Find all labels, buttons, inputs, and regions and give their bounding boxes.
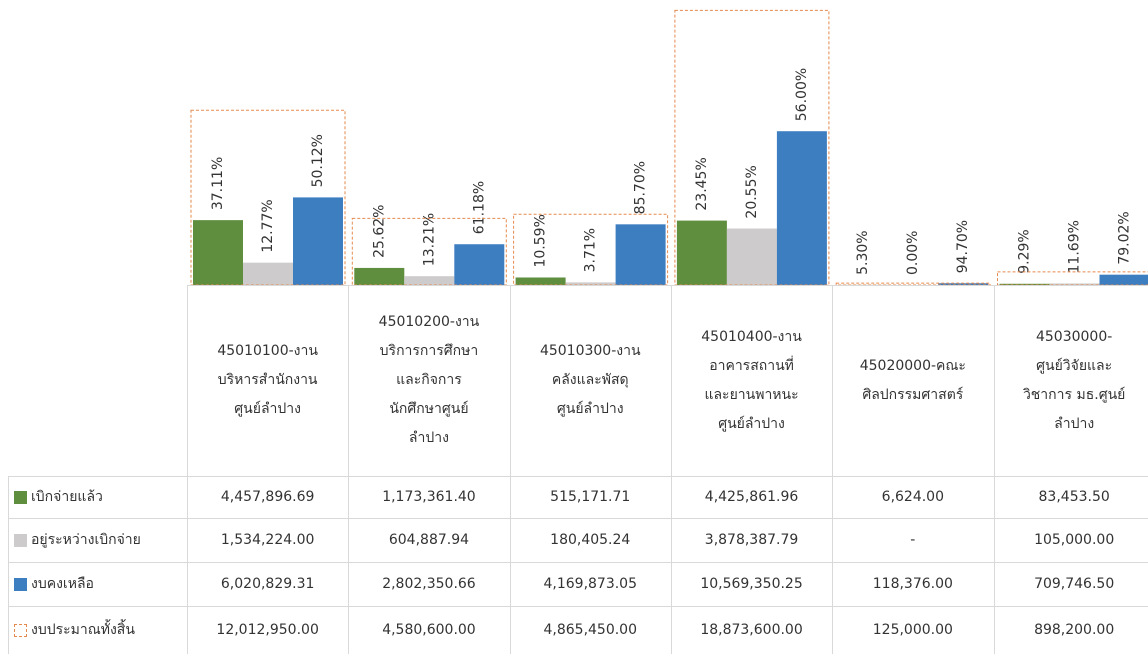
table-value: 604,887.94 [388, 531, 470, 548]
bar [676, 220, 727, 285]
table-value: 4,865,450.00 [543, 621, 637, 638]
legend-label: งบคงเหลือ [31, 575, 94, 592]
percent-label: 25.62% [371, 205, 387, 258]
percent-label: 3.71% [583, 228, 599, 272]
bar [404, 276, 455, 285]
legend-label: งบประมาณทั้งสิ้น [31, 621, 135, 638]
percent-label: 50.12% [310, 134, 326, 187]
legend-label: เบิกจ่ายแล้ว [31, 488, 103, 505]
percent-label: 0.00% [905, 231, 921, 275]
percent-label: 10.59% [533, 214, 549, 267]
total-box [674, 9, 830, 286]
legend-swatch [14, 623, 27, 637]
table-value: 4,169,873.05 [543, 575, 637, 592]
bar [999, 283, 1050, 285]
table-rule [348, 285, 350, 654]
table-rule [670, 285, 672, 654]
total-box [351, 217, 507, 286]
percent-label: 11.69% [1067, 220, 1083, 273]
bar [938, 283, 989, 285]
bar [726, 228, 777, 285]
bar [1099, 274, 1148, 285]
bar [243, 262, 293, 285]
percent-label: 79.02% [1117, 211, 1133, 264]
percent-label: 85.70% [633, 161, 649, 214]
table-rule [993, 285, 995, 654]
legend-entry: งบประมาณทั้งสิ้น [8, 606, 187, 654]
legend-entry: อยู่ระหว่างเบิกจ่าย [8, 518, 187, 562]
category-label: 45010100-งาน บริหารสำนักงาน ศูนย์ลำปาง [217, 343, 318, 417]
percent-label: 5.30% [855, 230, 871, 274]
percent-label: 13.21% [421, 213, 437, 266]
table-value: 118,376.00 [872, 575, 953, 592]
table-value: 18,873,600.00 [700, 621, 803, 638]
bar [454, 244, 505, 285]
legend-entry: งบคงเหลือ [8, 562, 187, 606]
percent-label: 23.45% [694, 157, 710, 210]
category-label: 45020000-คณะ ศิลปกรรมศาสตร์ [859, 357, 966, 403]
table-value: 6,020,829.31 [220, 575, 315, 592]
table-value: 83,453.50 [1038, 488, 1110, 505]
table-value: 10,569,350.25 [700, 575, 803, 592]
category-label: 45010200-งาน บริการการศึกษา และกิจการ นั… [378, 314, 480, 446]
table-value: 6,624.00 [881, 488, 944, 505]
percent-label: 12.77% [260, 199, 276, 252]
bar [193, 220, 243, 285]
table-rule [8, 518, 1148, 519]
table-value: 898,200.00 [1034, 621, 1115, 638]
table-rule [187, 285, 1148, 286]
legend-swatch [14, 490, 27, 504]
table-value: 4,457,896.69 [220, 488, 315, 505]
table-rule [187, 285, 188, 654]
table-value: 515,171.71 [550, 488, 631, 505]
legend-swatch [14, 577, 27, 591]
table-value: 12,012,950.00 [216, 621, 319, 638]
bar [354, 267, 405, 285]
table-rule [8, 476, 9, 654]
legend-label: อยู่ระหว่างเบิกจ่าย [31, 531, 141, 548]
total-box [997, 271, 1148, 286]
percent-label: 56.00% [794, 68, 810, 121]
percent-label: 9.29% [1017, 229, 1033, 273]
bar [776, 131, 827, 285]
table-value: 180,405.24 [550, 531, 631, 548]
percent-label: 37.11% [210, 157, 226, 210]
table-value: - [910, 531, 916, 548]
table-value: 125,000.00 [872, 621, 953, 638]
chart: 37.11% 12.77% 50.12% 25.62% 13.21% 61.18% 10.5… [190, 9, 1148, 286]
category-label: 45010300-งาน คลังและพัสดุ ศูนย์ลำปาง [539, 343, 641, 417]
category-label: 45030000- ศูนย์วิจัยและ วิชาการ มธ.ศูนย์… [1022, 328, 1126, 432]
table-rule [8, 606, 1148, 607]
total-box [835, 282, 991, 286]
percent-label: 61.18% [471, 181, 487, 234]
category-label: 45010400-งาน อาคารสถานที่ และยานพาหนะ ศู… [701, 328, 802, 432]
bar [615, 224, 666, 285]
percent-label: 20.55% [744, 165, 760, 218]
table-value: 4,425,861.96 [704, 488, 799, 505]
bar [515, 277, 566, 285]
table-rule [8, 562, 1148, 563]
legend-swatch [14, 533, 27, 547]
legend-entry: เบิกจ่ายแล้ว [8, 476, 187, 518]
table-value: 3,878,387.79 [704, 531, 799, 548]
bar [293, 197, 343, 285]
percent-label: 94.70% [955, 220, 971, 273]
table-rule [8, 476, 1148, 477]
table-value: 4,580,600.00 [382, 621, 476, 638]
table-value: 1,534,224.00 [220, 531, 315, 548]
table-rule [832, 285, 834, 654]
table-value: 1,173,361.40 [382, 488, 476, 505]
bar [565, 282, 616, 285]
table-rule [509, 285, 511, 654]
table-value: 709,746.50 [1034, 575, 1115, 592]
table-value: 2,802,350.66 [382, 575, 476, 592]
table-value: 105,000.00 [1034, 531, 1115, 548]
bar [1049, 283, 1100, 285]
